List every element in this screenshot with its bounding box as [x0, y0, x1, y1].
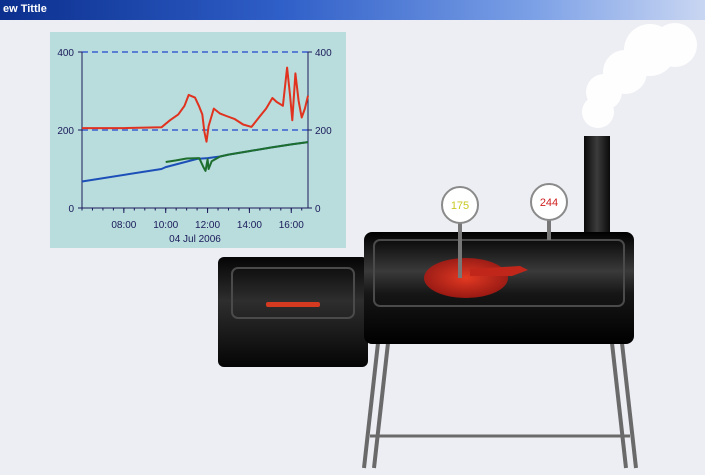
y-tick-label-left: 0	[68, 204, 74, 215]
chimney	[584, 136, 610, 236]
y-tick-label-right: 400	[315, 48, 332, 59]
firebox-door	[231, 267, 355, 319]
meat-temp-gauge[interactable]: 175	[441, 186, 479, 224]
meat-probe-glow	[470, 266, 528, 276]
x-tick-label: 08:00	[111, 220, 136, 231]
chamber-lid	[373, 239, 625, 307]
smoke	[582, 23, 697, 128]
pit-temp-gauge[interactable]: 244	[530, 183, 568, 221]
x-axis-label: 04 Jul 2006	[169, 234, 221, 245]
meat-temp-value: 175	[451, 200, 469, 212]
pit-temp-value: 244	[540, 197, 558, 209]
firebox	[218, 257, 368, 367]
chart-panel	[50, 32, 346, 248]
y-tick-label-left: 200	[57, 126, 74, 137]
x-tick-label: 10:00	[153, 220, 178, 231]
firebox-body	[218, 257, 368, 367]
cooking-chamber	[364, 232, 634, 344]
series-line-2	[165, 141, 309, 172]
meat	[424, 258, 508, 298]
smoker-stand	[362, 342, 638, 469]
x-tick-label: 14:00	[237, 220, 262, 231]
window-title: ew Tittle	[3, 3, 47, 15]
x-tick-label: 16:00	[279, 220, 304, 231]
firebox-coals	[266, 302, 320, 307]
y-tick-label-right: 200	[315, 126, 332, 137]
x-tick-label: 12:00	[195, 220, 220, 231]
window-titlebar[interactable]: ew Tittle	[0, 0, 705, 20]
y-tick-label-left: 400	[57, 48, 74, 59]
y-tick-label-right: 0	[315, 204, 321, 215]
series-line-0	[82, 66, 309, 143]
